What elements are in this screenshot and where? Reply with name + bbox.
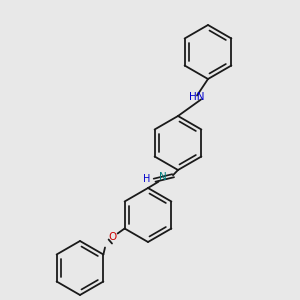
Text: HN: HN xyxy=(189,92,205,103)
Text: O: O xyxy=(109,232,117,242)
Text: N: N xyxy=(159,172,167,182)
Text: H: H xyxy=(143,174,151,184)
